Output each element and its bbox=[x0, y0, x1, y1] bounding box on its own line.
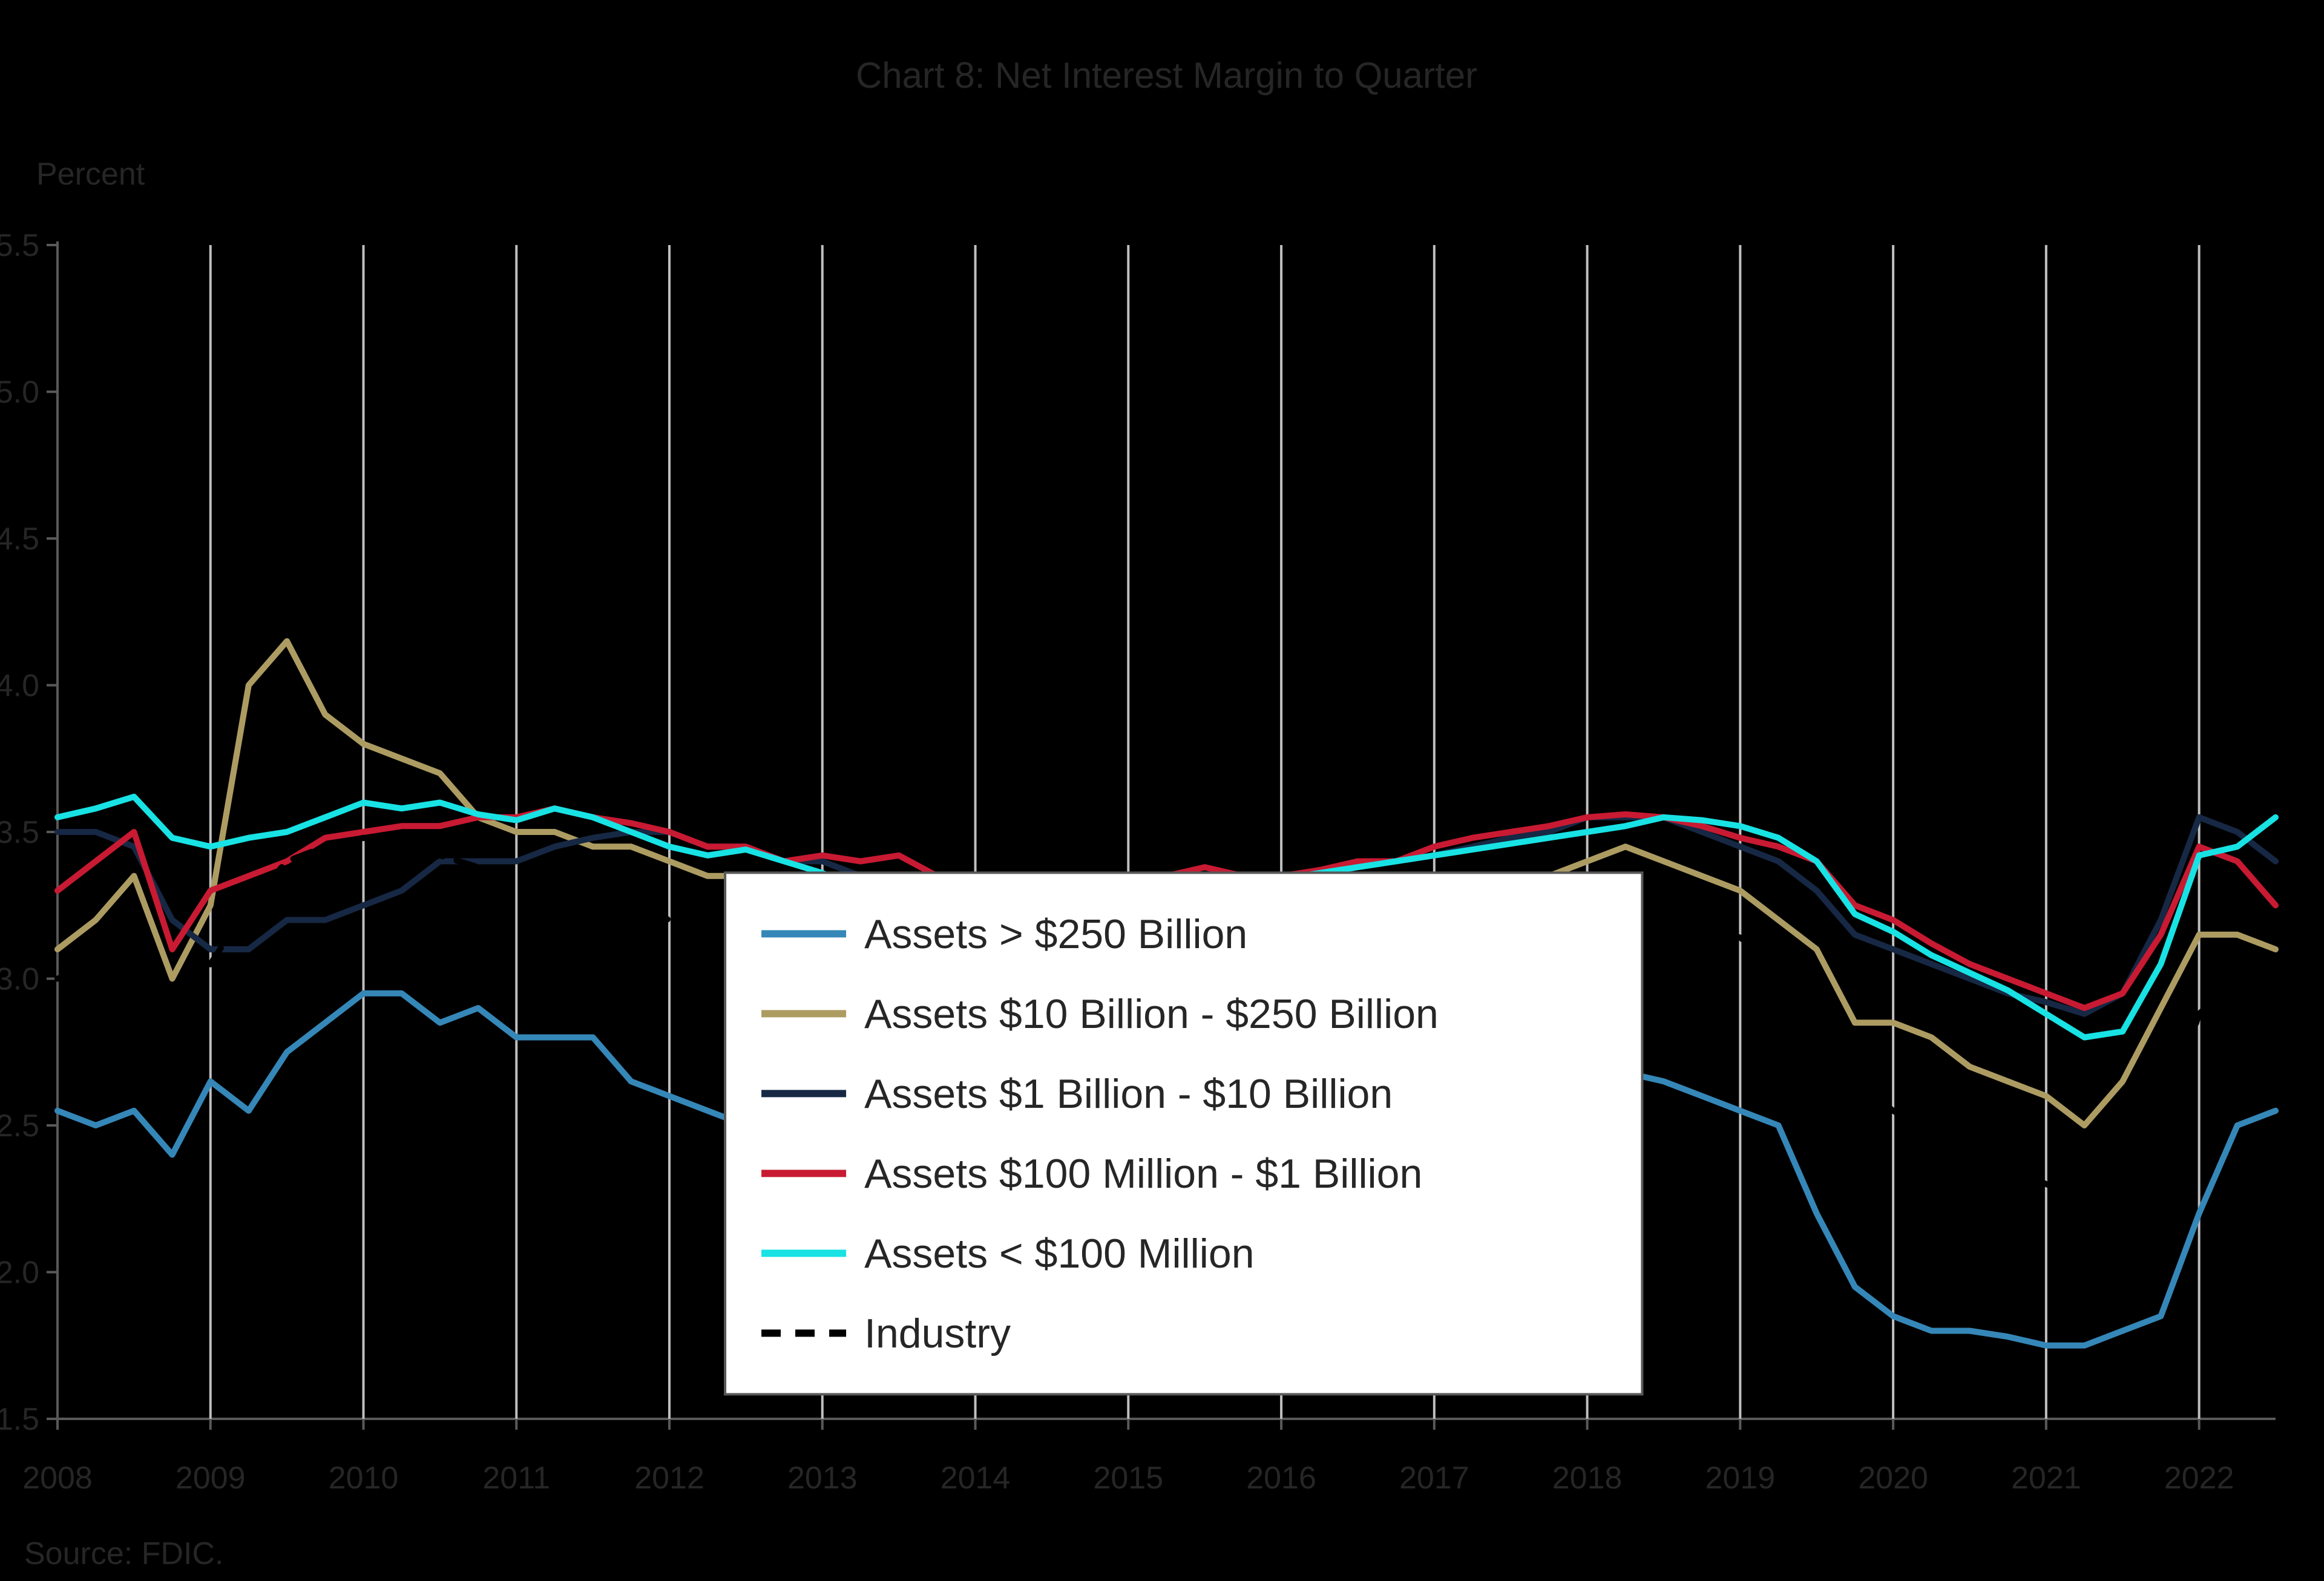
chart-title: Chart 8: Net Interest Margin to Quarter bbox=[856, 55, 1477, 96]
x-tick-label: 2010 bbox=[329, 1461, 399, 1496]
x-tick-label: 2011 bbox=[482, 1461, 550, 1496]
y-tick-label: 1.5 bbox=[0, 1402, 39, 1437]
x-tick-label: 2021 bbox=[2011, 1461, 2081, 1496]
chart-container: Chart 8: Net Interest Margin to Quarter P… bbox=[0, 0, 2324, 1581]
y-tick-label: 2.5 bbox=[0, 1108, 39, 1144]
legend: Assets > $250 Billion Assets $10 Billion … bbox=[725, 872, 1642, 1394]
x-tick-label: 2016 bbox=[1246, 1461, 1316, 1496]
x-tick-label: 2022 bbox=[2164, 1461, 2234, 1496]
x-tick-label: 2013 bbox=[787, 1461, 858, 1496]
x-tick-label: 2014 bbox=[940, 1461, 1011, 1496]
legend-label: Assets $1 Billion - $10 Billion bbox=[864, 1071, 1393, 1117]
y-axis-label: Percent bbox=[36, 157, 145, 192]
y-tick-label: 4.5 bbox=[0, 522, 39, 557]
x-tick-label: 2017 bbox=[1399, 1461, 1469, 1496]
x-tick-label: 2012 bbox=[634, 1461, 704, 1496]
source-label: Source: FDIC. bbox=[24, 1536, 223, 1571]
legend-label: Assets $10 Billion - $250 Billion bbox=[864, 991, 1439, 1037]
y-tick-label: 3.0 bbox=[0, 962, 39, 997]
legend-label: Assets $100 Million - $1 Billion bbox=[864, 1151, 1422, 1197]
x-tick-label: 2020 bbox=[1858, 1461, 1928, 1496]
legend-label: Industry bbox=[864, 1311, 1011, 1357]
x-tick-label: 2008 bbox=[22, 1461, 93, 1496]
x-tick-label: 2009 bbox=[176, 1461, 246, 1496]
y-tick-label: 5.5 bbox=[0, 228, 39, 263]
y-tick-label: 4.0 bbox=[0, 669, 39, 704]
legend-label: Assets > $250 Billion bbox=[864, 911, 1247, 957]
y-tick-label: 3.5 bbox=[0, 815, 39, 850]
x-tick-label: 2019 bbox=[1705, 1461, 1776, 1496]
legend-label: Assets < $100 Million bbox=[864, 1231, 1254, 1277]
x-tick-label: 2018 bbox=[1552, 1461, 1623, 1496]
x-tick-label: 2015 bbox=[1093, 1461, 1163, 1496]
y-tick-label: 2.0 bbox=[0, 1255, 39, 1291]
y-tick-label: 5.0 bbox=[0, 375, 39, 410]
